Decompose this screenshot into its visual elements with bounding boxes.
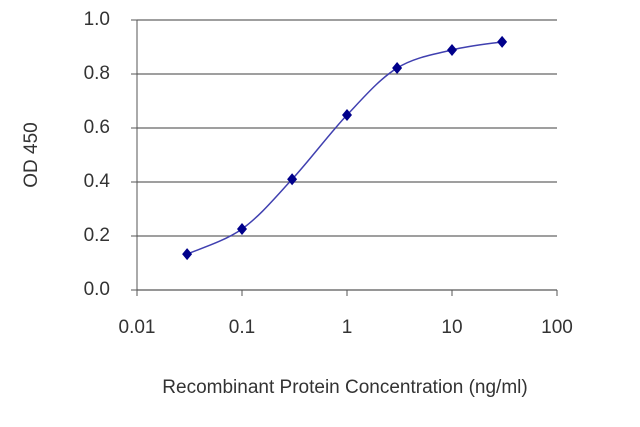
- y-tick-label: 0.4: [84, 171, 111, 192]
- point: [342, 109, 352, 122]
- y-tick-label: 1.0: [84, 9, 110, 30]
- point: [182, 248, 193, 261]
- point: [447, 43, 457, 56]
- x-tick-label: 0.01: [119, 317, 156, 338]
- point: [497, 35, 508, 48]
- point: [237, 222, 247, 235]
- y-tick-label: 0.6: [84, 117, 110, 138]
- x-axis-label: Recombinant Protein Concentration (ng/ml…: [162, 377, 527, 398]
- y-tick-label: 0.0: [84, 279, 110, 300]
- point: [287, 173, 298, 186]
- x-tick-label: 100: [541, 317, 573, 338]
- y-axis-label: OD 450: [21, 122, 42, 187]
- x-tick-label: 1: [342, 317, 353, 338]
- y-tick-label: 0.8: [84, 63, 110, 84]
- x-tick-label: 10: [441, 317, 462, 338]
- y-tick-label: 0.2: [84, 225, 110, 246]
- point: [392, 62, 403, 75]
- x-tick-label: 0.1: [229, 317, 255, 338]
